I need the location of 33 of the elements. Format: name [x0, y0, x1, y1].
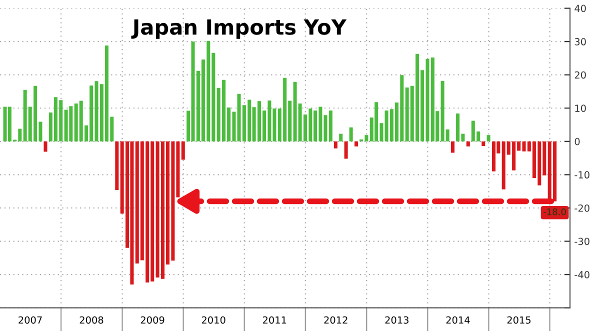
y-tick-label: 10	[575, 104, 586, 112]
bar	[115, 141, 119, 190]
bar	[334, 141, 338, 148]
bar	[451, 141, 455, 153]
x-tick-label: 2007	[18, 316, 42, 324]
x-tick-label: 2015	[507, 316, 531, 324]
y-tick-label: -10	[574, 171, 590, 179]
y-tick-label: -40	[574, 271, 590, 278]
x-tick-label: 2008	[80, 316, 104, 324]
bar	[486, 135, 490, 142]
y-tick-label: -30	[574, 238, 590, 246]
x-tick-label: 2012	[324, 316, 348, 324]
data-label: -18.0	[544, 208, 566, 216]
bar	[44, 141, 48, 152]
y-tick-label: 40	[574, 4, 586, 12]
bar	[339, 134, 343, 142]
bar	[482, 141, 486, 146]
bar	[344, 141, 348, 159]
bar	[349, 127, 353, 142]
y-tick-label: -20	[574, 204, 590, 212]
x-tick-label: 2013	[385, 316, 408, 324]
y-tick-label: 20	[574, 71, 586, 79]
bar	[466, 141, 470, 146]
x-tick-label: 2009	[140, 316, 164, 324]
x-tick-label: 2014	[446, 316, 470, 324]
bar	[181, 141, 185, 160]
x-tick-label: 2011	[262, 316, 286, 324]
x-tick-label: 2010	[202, 316, 226, 324]
y-tick-label: 30	[574, 38, 586, 46]
text: Japan Imports YoY	[131, 19, 347, 39]
bar	[328, 110, 332, 142]
y-tick-label: 0	[574, 138, 580, 146]
bar	[354, 141, 358, 146]
